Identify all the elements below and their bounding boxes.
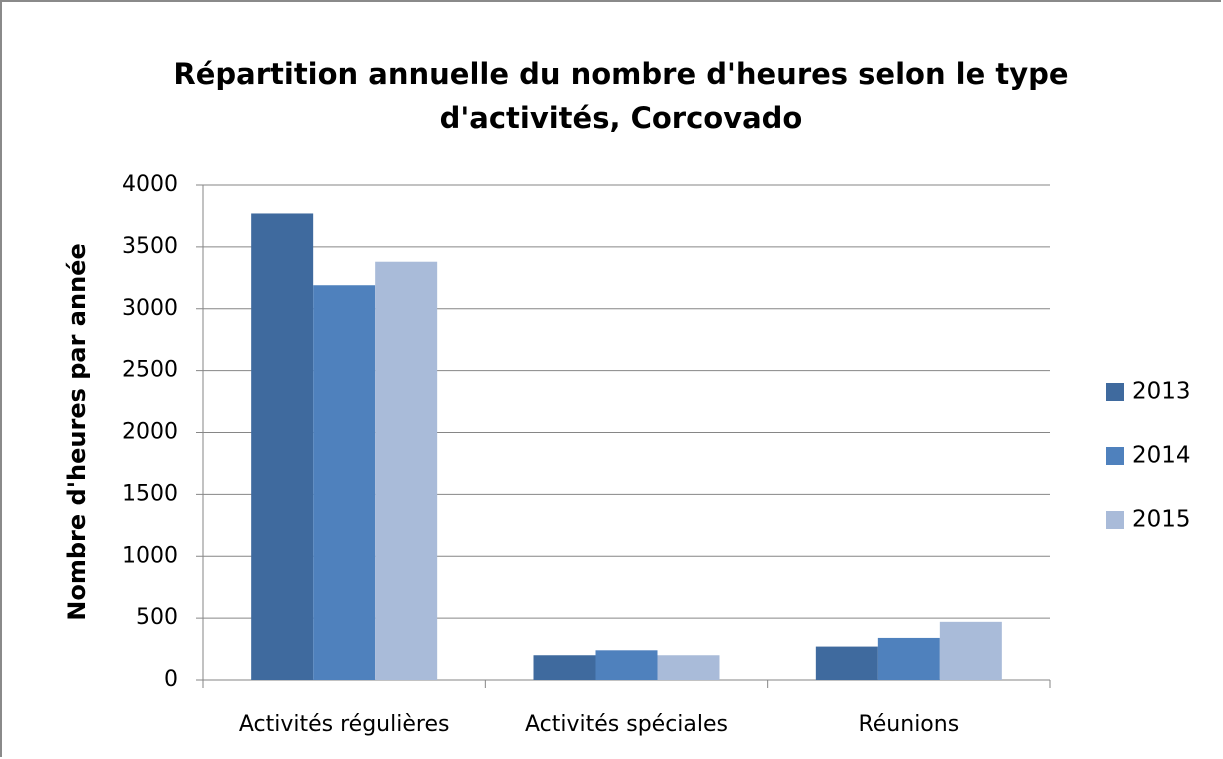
x-tick-label: Activités régulières bbox=[239, 712, 450, 737]
y-axis-label: Nombre d'heures par année bbox=[63, 243, 91, 620]
bar bbox=[939, 621, 1002, 680]
bar bbox=[251, 213, 314, 680]
y-tick-label: 2000 bbox=[122, 420, 178, 445]
y-tick-label: 500 bbox=[136, 605, 178, 630]
legend-swatch bbox=[1106, 383, 1124, 401]
bar bbox=[313, 285, 376, 680]
legend-swatch bbox=[1106, 511, 1124, 529]
bar bbox=[533, 655, 596, 680]
y-tick-label: 1500 bbox=[122, 481, 178, 506]
bar bbox=[815, 646, 878, 680]
legend-label: 2014 bbox=[1132, 443, 1191, 469]
legend-label: 2015 bbox=[1132, 507, 1191, 533]
bar bbox=[595, 650, 658, 680]
legend-swatch bbox=[1106, 447, 1124, 465]
bar bbox=[877, 637, 940, 680]
bar bbox=[375, 261, 438, 680]
y-tick-label: 0 bbox=[164, 667, 178, 692]
y-tick-label: 2500 bbox=[122, 358, 178, 383]
legend-label: 2013 bbox=[1132, 379, 1191, 405]
y-tick-label: 4000 bbox=[122, 172, 178, 197]
y-tick-label: 3000 bbox=[122, 296, 178, 321]
x-tick-label: Activités spéciales bbox=[525, 712, 728, 737]
bar bbox=[657, 655, 720, 680]
y-tick-label: 1000 bbox=[122, 543, 178, 568]
x-tick-label: Réunions bbox=[858, 712, 959, 737]
y-tick-label: 3500 bbox=[122, 234, 178, 259]
chart-title: Répartition annuelle du nombre d'heures … bbox=[173, 57, 1069, 135]
